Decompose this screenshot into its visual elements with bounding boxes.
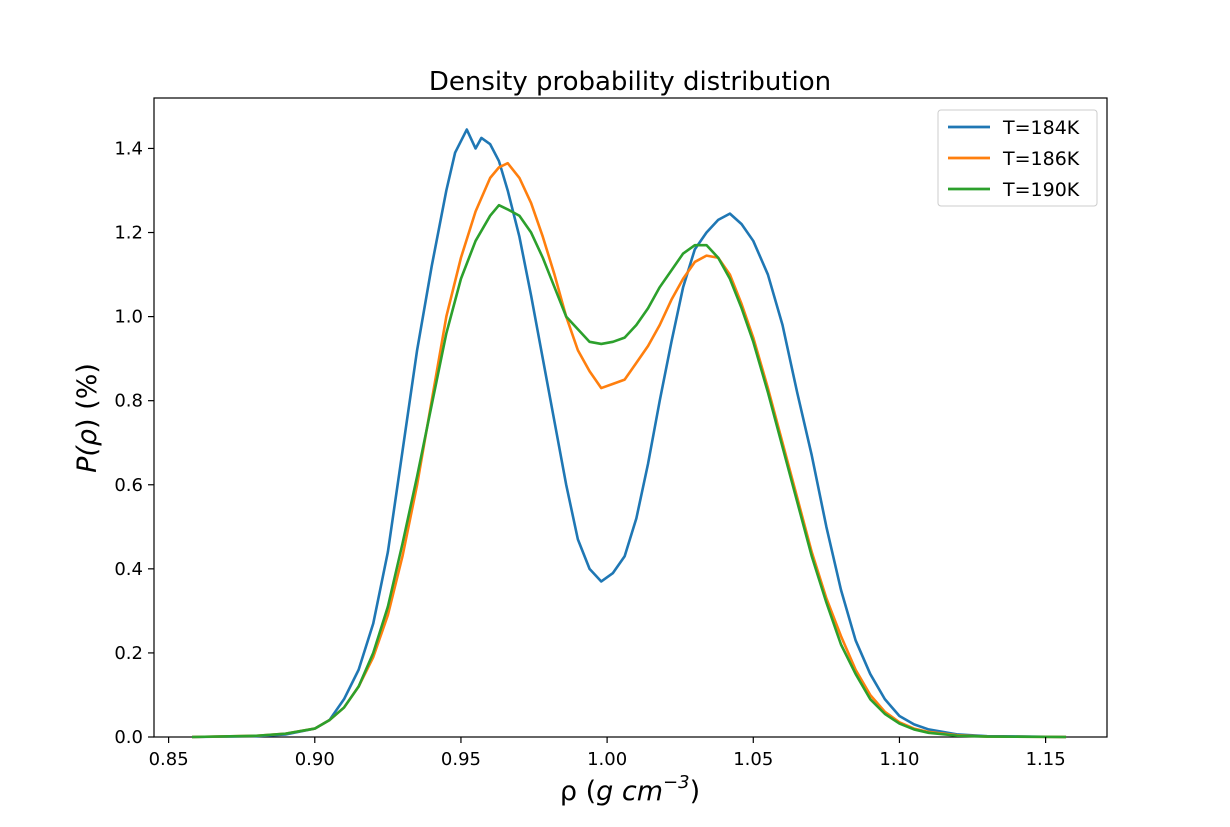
x-tick-label: 1.10 (879, 749, 919, 770)
legend-items: T=184K T=186K T=190K (948, 117, 1080, 201)
series-layer (191, 128, 1067, 739)
y-tick-label: 0.0 (114, 727, 143, 748)
x-axis-ticks: 0.85 0.90 0.95 1.00 1.05 1.10 1.15 (149, 737, 1066, 770)
y-tick-label: 1.2 (114, 223, 143, 244)
y-tick-label: 1.0 (114, 307, 143, 328)
legend-label: T=190K (1002, 179, 1080, 201)
y-tick-label: 1.4 (114, 138, 143, 159)
x-axis-label: ρ (g cm−3) (560, 772, 700, 807)
y-axis-label-suffix: ) (%) (72, 363, 103, 429)
x-tick-label: 0.90 (295, 749, 335, 770)
x-tick-label: 0.95 (441, 749, 481, 770)
legend-label: T=184K (1002, 117, 1080, 139)
plot-area: 0.85 0.90 0.95 1.00 1.05 1.10 1.15 0.00.20.40.… (114, 97, 1108, 770)
series-line-t-186k (191, 161, 1067, 739)
series-line-t-184k (191, 128, 1067, 739)
series-line-t-190k (191, 203, 1067, 739)
x-axis-label-prefix: ρ ( (560, 776, 596, 807)
x-axis-label-suffix: ) (690, 776, 701, 807)
chart-title: Density probability distribution (429, 67, 831, 97)
plot-frame (153, 97, 1108, 738)
legend: T=184K T=186K T=190K (937, 109, 1098, 207)
x-axis-label-sup: −3 (663, 772, 690, 793)
x-tick-label: 1.05 (733, 749, 773, 770)
y-axis-label-main: ρ (72, 429, 103, 446)
x-tick-label: 1.15 (1026, 749, 1066, 770)
x-tick-label: 0.85 (149, 749, 189, 770)
legend-label: T=186K (1002, 148, 1080, 170)
y-axis-label: P(ρ) (%) (72, 363, 103, 473)
y-axis-label-prefix: P( (72, 445, 103, 473)
y-tick-label: 0.4 (114, 559, 143, 580)
y-tick-label: 0.6 (114, 475, 143, 496)
x-tick-label: 1.00 (587, 749, 627, 770)
legend-frame (937, 109, 1098, 207)
y-tick-label: 0.2 (114, 643, 143, 664)
y-tick-label: 0.8 (114, 391, 143, 412)
x-axis-label-main: g cm (596, 776, 663, 807)
y-axis-ticks: 0.0 0.2 0.4 0.6 0.8 1.0 1.2 1.4 (114, 138, 154, 748)
